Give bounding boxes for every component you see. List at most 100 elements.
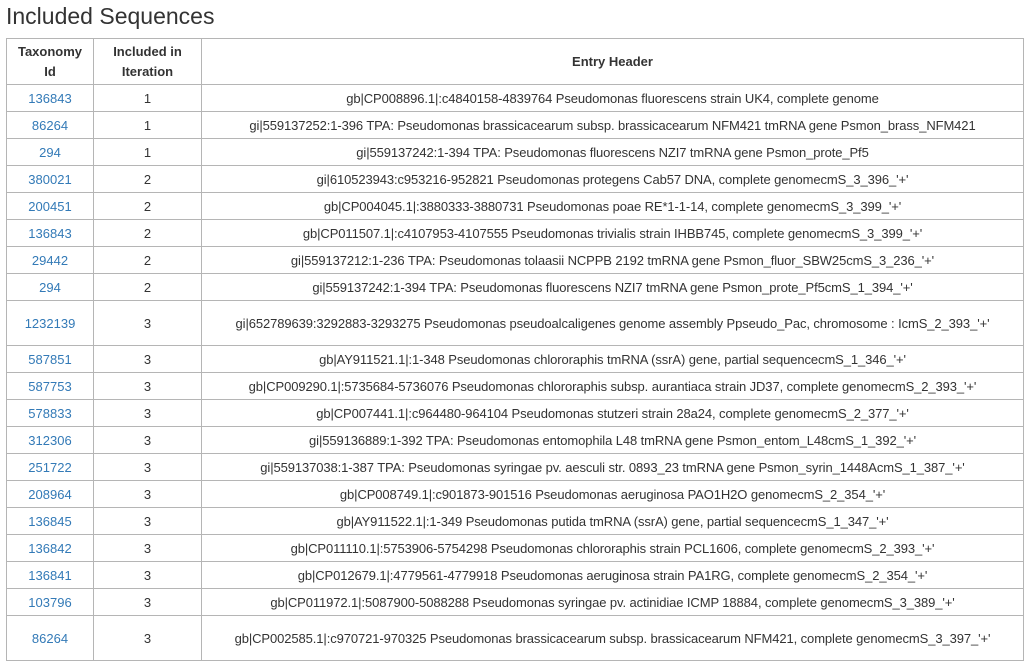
taxonomy-id-link[interactable]: 1232139 <box>24 315 76 331</box>
taxonomy-id-link[interactable]: 200451 <box>28 198 72 214</box>
table-row: 251722 3 gi|559137038:1-387 TPA: Pseudomon… <box>6 453 1024 481</box>
taxonomy-id-link[interactable]: 294 <box>39 144 61 160</box>
taxonomy-id-cell: 587851 <box>6 345 94 373</box>
table-row: 103796 3 gb|CP011972.1|:5087900-5088288 Ps… <box>6 588 1024 616</box>
taxonomy-id-link[interactable]: 86264 <box>31 630 69 646</box>
entry-header-cell: gi|559136889:1-392 TPA: Pseudomonas ento… <box>201 426 1024 454</box>
entry-header-cell: gb|CP011972.1|:5087900-5088288 Pseudomon… <box>201 588 1024 616</box>
entry-header-cell: gi|559137252:1-396 TPA: Pseudomonas bras… <box>201 111 1024 139</box>
table-row: 136842 3 gb|CP011110.1|:5753906-5754298 Ps… <box>6 534 1024 562</box>
taxonomy-id-cell: 380021 <box>6 165 94 193</box>
column-header-included-line2: Iteration <box>121 63 174 79</box>
taxonomy-id-link[interactable]: 312306 <box>28 432 72 448</box>
iteration-cell: 3 <box>93 372 202 400</box>
taxonomy-id-link[interactable]: 587753 <box>28 378 72 394</box>
iteration-cell: 2 <box>93 246 202 274</box>
table-row: 294 1 gi|559137242:1-394 TPA: Pseudomonas … <box>6 138 1024 166</box>
taxonomy-id-cell: 251722 <box>6 453 94 481</box>
taxonomy-id-link[interactable]: 136841 <box>28 567 72 583</box>
entry-header-cell: gb|CP011507.1|:c4107953-4107555 Pseudomo… <box>201 219 1024 247</box>
header-row: Taxonomy Id Included in Iteration Entry … <box>6 38 1024 85</box>
iteration-cell: 1 <box>93 84 202 112</box>
column-header-entry-header: Entry Header <box>201 38 1024 85</box>
entry-header-cell: gb|CP008896.1|:c4840158-4839764 Pseudomo… <box>201 84 1024 112</box>
table-row: 29442 2 gi|559137212:1-236 TPA: Pseudomona… <box>6 246 1024 274</box>
taxonomy-id-link[interactable]: 294 <box>39 279 61 295</box>
iteration-cell: 3 <box>93 345 202 373</box>
iteration-cell: 3 <box>93 588 202 616</box>
taxonomy-id-cell: 208964 <box>6 480 94 508</box>
entry-header-cell: gb|AY911522.1|:1-349 Pseudomonas putida … <box>201 507 1024 535</box>
iteration-cell: 2 <box>93 219 202 247</box>
page-title: Included Sequences <box>6 3 215 29</box>
column-header-included-line1: Included in <box>113 43 182 59</box>
taxonomy-id-link[interactable]: 380021 <box>28 171 72 187</box>
table-row: 200451 2 gb|CP004045.1|:3880333-3880731 Ps… <box>6 192 1024 220</box>
entry-header-cell: gi|610523943:c953216-952821 Pseudomonas … <box>201 165 1024 193</box>
iteration-cell: 3 <box>93 615 202 661</box>
iteration-cell: 2 <box>93 273 202 301</box>
entry-header-cell: gb|CP012679.1|:4779561-4779918 Pseudomon… <box>201 561 1024 589</box>
entry-header-cell: gi|559137242:1-394 TPA: Pseudomonas fluo… <box>201 273 1024 301</box>
taxonomy-id-cell: 136843 <box>6 219 94 247</box>
taxonomy-id-cell: 86264 <box>6 111 94 139</box>
taxonomy-id-link[interactable]: 578833 <box>28 405 72 421</box>
table-row: 136843 1 gb|CP008896.1|:c4840158-4839764 P… <box>6 84 1024 112</box>
taxonomy-id-link[interactable]: 86264 <box>31 117 69 133</box>
iteration-cell: 3 <box>93 426 202 454</box>
taxonomy-id-cell: 312306 <box>6 426 94 454</box>
taxonomy-id-link[interactable]: 136842 <box>28 540 72 556</box>
column-header-taxonomy-id: Taxonomy Id <box>6 38 94 85</box>
table-row: 587851 3 gb|AY911521.1|:1-348 Pseudomonas … <box>6 345 1024 373</box>
table-row: 380021 2 gi|610523943:c953216-952821 Pseud… <box>6 165 1024 193</box>
iteration-cell: 1 <box>93 138 202 166</box>
taxonomy-id-link[interactable]: 103796 <box>28 594 72 610</box>
taxonomy-id-cell: 578833 <box>6 399 94 427</box>
taxonomy-id-link[interactable]: 136843 <box>28 225 72 241</box>
taxonomy-id-cell: 103796 <box>6 588 94 616</box>
table-row: 86264 3 gb|CP002585.1|:c970721-970325 Pseu… <box>6 615 1024 661</box>
table-row: 578833 3 gb|CP007441.1|:c964480-964104 Pse… <box>6 399 1024 427</box>
iteration-cell: 3 <box>93 561 202 589</box>
iteration-cell: 3 <box>93 507 202 535</box>
entry-header-cell: gb|CP007441.1|:c964480-964104 Pseudomona… <box>201 399 1024 427</box>
table-row: 587753 3 gb|CP009290.1|:5735684-5736076 Ps… <box>6 372 1024 400</box>
entry-header-cell: gb|CP008749.1|:c901873-901516 Pseudomona… <box>201 480 1024 508</box>
entry-header-cell: gi|559137038:1-387 TPA: Pseudomonas syri… <box>201 453 1024 481</box>
column-header-taxonomy-line2: Id <box>44 63 56 79</box>
entry-header-cell: gb|CP009290.1|:5735684-5736076 Pseudomon… <box>201 372 1024 400</box>
taxonomy-id-link[interactable]: 136843 <box>28 90 72 106</box>
entry-header-cell: gi|559137212:1-236 TPA: Pseudomonas tola… <box>201 246 1024 274</box>
iteration-cell: 3 <box>93 534 202 562</box>
taxonomy-id-cell: 587753 <box>6 372 94 400</box>
table-row: 136845 3 gb|AY911522.1|:1-349 Pseudomonas … <box>6 507 1024 535</box>
taxonomy-id-cell: 294 <box>6 273 94 301</box>
taxonomy-id-cell: 136845 <box>6 507 94 535</box>
table-body: 136843 1 gb|CP008896.1|:c4840158-4839764 P… <box>6 84 1024 661</box>
taxonomy-id-link[interactable]: 587851 <box>28 351 72 367</box>
taxonomy-id-cell: 29442 <box>6 246 94 274</box>
table-row: 136843 2 gb|CP011507.1|:c4107953-4107555 P… <box>6 219 1024 247</box>
taxonomy-id-link[interactable]: 136845 <box>28 513 72 529</box>
column-header-included-in-iteration: Included in Iteration <box>93 38 202 85</box>
table-row: 86264 1 gi|559137252:1-396 TPA: Pseudomona… <box>6 111 1024 139</box>
entry-header-cell: gb|CP004045.1|:3880333-3880731 Pseudomon… <box>201 192 1024 220</box>
taxonomy-id-cell: 86264 <box>6 615 94 661</box>
table-row: 312306 3 gi|559136889:1-392 TPA: Pseudomon… <box>6 426 1024 454</box>
table-row: 294 2 gi|559137242:1-394 TPA: Pseudomonas … <box>6 273 1024 301</box>
iteration-cell: 3 <box>93 399 202 427</box>
table-head: Taxonomy Id Included in Iteration Entry … <box>6 38 1024 85</box>
table-row: 208964 3 gb|CP008749.1|:c901873-901516 Pse… <box>6 480 1024 508</box>
taxonomy-id-link[interactable]: 29442 <box>31 252 69 268</box>
entry-header-cell: gi|559137242:1-394 TPA: Pseudomonas fluo… <box>201 138 1024 166</box>
taxonomy-id-link[interactable]: 251722 <box>28 459 72 475</box>
taxonomy-id-link[interactable]: 208964 <box>28 486 72 502</box>
included-sequences-table: Taxonomy Id Included in Iteration Entry … <box>6 38 1024 661</box>
table-row: 1232139 3 gi|652789639:3292883-3293275 Pse… <box>6 300 1024 346</box>
taxonomy-id-cell: 200451 <box>6 192 94 220</box>
taxonomy-id-cell: 136843 <box>6 84 94 112</box>
taxonomy-id-cell: 136841 <box>6 561 94 589</box>
iteration-cell: 1 <box>93 111 202 139</box>
column-header-taxonomy-line1: Taxonomy <box>17 43 83 59</box>
iteration-cell: 3 <box>93 300 202 346</box>
